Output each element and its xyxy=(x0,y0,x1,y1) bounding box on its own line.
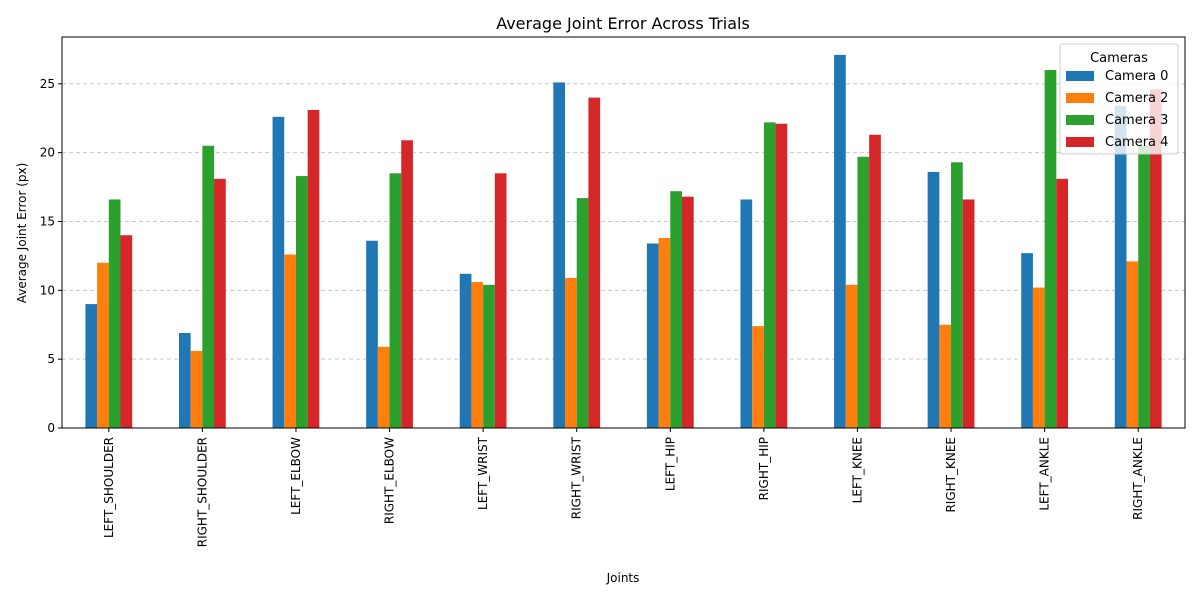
x-tick-label: RIGHT_KNEE xyxy=(944,437,958,513)
y-tick-label: 5 xyxy=(47,352,55,366)
bar xyxy=(97,262,109,428)
bar xyxy=(775,123,788,429)
bar xyxy=(951,162,963,429)
x-tick-label: RIGHT_ELBOW xyxy=(383,437,397,524)
bar xyxy=(927,171,940,429)
bar xyxy=(658,238,671,428)
bar xyxy=(494,173,507,428)
bar xyxy=(1138,145,1150,428)
bar xyxy=(1044,70,1057,428)
x-tick-label: LEFT_HIP xyxy=(663,437,677,491)
x-tick-label: LEFT_ELBOW xyxy=(289,437,303,515)
bar xyxy=(284,254,296,428)
bar xyxy=(962,199,975,428)
bar xyxy=(214,178,226,428)
bar xyxy=(939,324,952,428)
bar xyxy=(471,282,484,428)
bar xyxy=(459,273,472,428)
legend-entry: Camera 2 xyxy=(1105,91,1168,106)
bar xyxy=(857,156,870,428)
y-tick-label: 0 xyxy=(47,421,55,435)
y-tick-label: 10 xyxy=(40,283,55,297)
x-axis: LEFT_SHOULDER RIGHT_SHOULDER LEFT_ELBOW RIG… xyxy=(102,428,1145,547)
bar xyxy=(202,145,215,428)
grid-lines xyxy=(62,83,1185,360)
legend: Cameras Camera 0 Camera 2 Camera 3 Camera 4 xyxy=(1059,43,1179,155)
bar xyxy=(483,284,495,428)
bar xyxy=(120,235,133,428)
x-tick-label: LEFT_KNEE xyxy=(850,437,864,503)
bar xyxy=(1149,89,1162,428)
legend-title: Cameras xyxy=(1090,51,1148,66)
y-tick-label: 20 xyxy=(40,146,55,160)
y-axis-label: Average Joint Error (px) xyxy=(15,163,29,304)
bar xyxy=(834,54,846,429)
x-tick-label: LEFT_WRIST xyxy=(476,436,490,510)
legend-swatch xyxy=(1066,93,1094,103)
bar xyxy=(389,173,402,428)
y-axis: 0 5 10 15 20 25 xyxy=(40,77,62,435)
bar xyxy=(108,199,121,428)
x-tick-label: RIGHT_HIP xyxy=(757,437,771,500)
bar xyxy=(1114,105,1127,428)
bar xyxy=(85,304,98,428)
bar xyxy=(553,82,566,429)
bar xyxy=(763,122,776,429)
bar xyxy=(681,196,694,428)
plot-area-frame xyxy=(61,36,1186,429)
legend-entry: Camera 3 xyxy=(1105,113,1168,128)
bar xyxy=(565,277,577,428)
bar xyxy=(752,326,764,428)
legend-swatch xyxy=(1066,137,1094,147)
bar xyxy=(178,333,191,428)
legend-swatch xyxy=(1066,115,1094,125)
bar xyxy=(670,191,682,428)
y-tick-label: 15 xyxy=(40,214,55,228)
legend-swatch xyxy=(1066,71,1094,81)
bar xyxy=(401,140,413,428)
bar xyxy=(869,134,881,428)
x-tick-label: RIGHT_ANKLE xyxy=(1131,437,1145,520)
bar xyxy=(272,116,285,428)
bar xyxy=(588,97,601,428)
bar xyxy=(740,199,753,428)
legend-entry: Camera 4 xyxy=(1105,135,1168,150)
bar xyxy=(190,350,203,428)
x-tick-label: RIGHT_WRIST xyxy=(570,436,584,519)
bar xyxy=(646,243,659,428)
x-tick-label: LEFT_SHOULDER xyxy=(102,437,116,538)
y-tick-label: 25 xyxy=(40,77,55,91)
bars xyxy=(85,54,1162,429)
bar xyxy=(576,198,589,428)
bar xyxy=(307,109,320,428)
bar xyxy=(1021,253,1033,428)
bar xyxy=(377,346,390,428)
bar xyxy=(845,284,858,428)
bar xyxy=(295,176,308,428)
legend-entry: Camera 0 xyxy=(1105,69,1168,84)
x-tick-label: LEFT_ANKLE xyxy=(1038,437,1052,511)
x-tick-label: RIGHT_SHOULDER xyxy=(195,437,209,547)
bar xyxy=(1056,178,1069,428)
bar xyxy=(1126,261,1139,428)
x-axis-label: Joints xyxy=(606,571,640,585)
chart-title: Average Joint Error Across Trials xyxy=(496,14,750,33)
bar xyxy=(1032,287,1045,428)
bar xyxy=(366,240,378,428)
